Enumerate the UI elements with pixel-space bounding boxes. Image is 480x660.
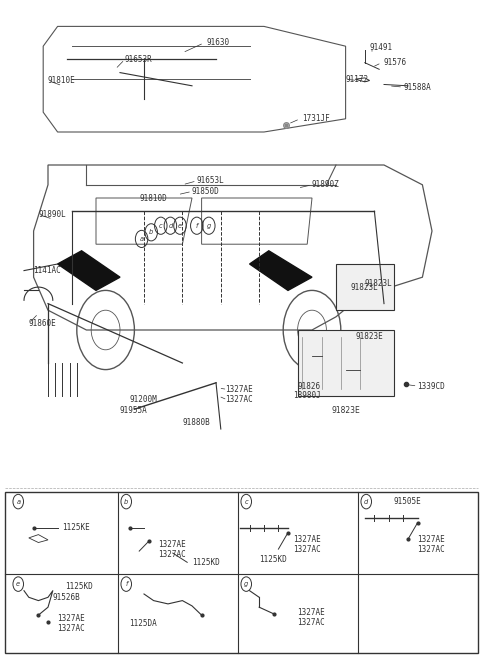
Text: g: g bbox=[207, 222, 211, 229]
Text: a: a bbox=[140, 236, 144, 242]
Polygon shape bbox=[250, 251, 312, 290]
Text: 91890Z: 91890Z bbox=[312, 180, 340, 189]
Text: 91823E: 91823E bbox=[331, 406, 360, 415]
Text: 91588A: 91588A bbox=[403, 82, 431, 92]
Text: f: f bbox=[196, 222, 198, 229]
Text: a: a bbox=[16, 498, 20, 505]
Text: 91491: 91491 bbox=[370, 43, 393, 52]
Text: 1125DA: 1125DA bbox=[130, 619, 157, 628]
Text: 91823L: 91823L bbox=[351, 282, 379, 292]
Text: 1327AC: 1327AC bbox=[226, 395, 253, 405]
Polygon shape bbox=[58, 251, 120, 290]
Bar bbox=[298, 330, 394, 396]
Text: e: e bbox=[16, 581, 20, 587]
Text: 1125KE: 1125KE bbox=[62, 523, 90, 533]
Text: b: b bbox=[124, 498, 128, 505]
Text: 91890L: 91890L bbox=[38, 210, 66, 219]
Text: 91653L: 91653L bbox=[197, 176, 225, 185]
Text: c: c bbox=[159, 222, 163, 229]
Text: 91823E: 91823E bbox=[355, 332, 383, 341]
Text: d: d bbox=[168, 222, 172, 229]
Text: 91172: 91172 bbox=[346, 75, 369, 84]
Text: 91630: 91630 bbox=[206, 38, 229, 48]
Text: 91200M: 91200M bbox=[130, 395, 157, 404]
Text: 1327AC: 1327AC bbox=[158, 550, 186, 559]
Text: 1327AC: 1327AC bbox=[293, 544, 321, 554]
Text: 1339CD: 1339CD bbox=[418, 381, 445, 391]
Text: g: g bbox=[244, 581, 248, 587]
Text: d: d bbox=[364, 498, 368, 505]
Text: 1125KD: 1125KD bbox=[65, 581, 93, 591]
Text: 1327AE: 1327AE bbox=[226, 385, 253, 394]
Text: 1141AC: 1141AC bbox=[34, 266, 61, 275]
Text: 91653R: 91653R bbox=[125, 55, 153, 64]
Text: 91505E: 91505E bbox=[394, 497, 421, 506]
Text: 91810E: 91810E bbox=[48, 76, 76, 85]
Text: 91880B: 91880B bbox=[182, 418, 210, 427]
Text: 1327AE: 1327AE bbox=[298, 608, 325, 617]
Text: 1327AE: 1327AE bbox=[58, 614, 85, 623]
Text: c: c bbox=[244, 498, 248, 505]
Text: 1327AC: 1327AC bbox=[58, 624, 85, 633]
Text: 1327AC: 1327AC bbox=[418, 544, 445, 554]
Text: 91810D: 91810D bbox=[139, 193, 167, 203]
Bar bbox=[5, 492, 478, 653]
Text: 91955A: 91955A bbox=[120, 406, 148, 415]
Bar bbox=[336, 264, 394, 310]
Text: 1327AE: 1327AE bbox=[293, 535, 321, 544]
Text: e: e bbox=[178, 222, 182, 229]
Text: 91823L: 91823L bbox=[365, 279, 393, 288]
Text: 1731JF: 1731JF bbox=[302, 114, 330, 123]
Text: 91576: 91576 bbox=[384, 58, 407, 67]
Text: 91526B: 91526B bbox=[53, 593, 81, 603]
Text: 1327AC: 1327AC bbox=[298, 618, 325, 627]
Text: 1327AE: 1327AE bbox=[158, 540, 186, 549]
Text: 91850D: 91850D bbox=[192, 187, 220, 196]
Text: 18980J: 18980J bbox=[293, 391, 321, 401]
Text: 1125KD: 1125KD bbox=[192, 558, 220, 567]
Text: 1327AE: 1327AE bbox=[418, 535, 445, 544]
Text: 91826: 91826 bbox=[298, 381, 321, 391]
Text: 91860E: 91860E bbox=[29, 319, 57, 328]
Text: f: f bbox=[125, 581, 127, 587]
Text: 1125KD: 1125KD bbox=[259, 554, 287, 564]
Text: b: b bbox=[149, 229, 153, 236]
